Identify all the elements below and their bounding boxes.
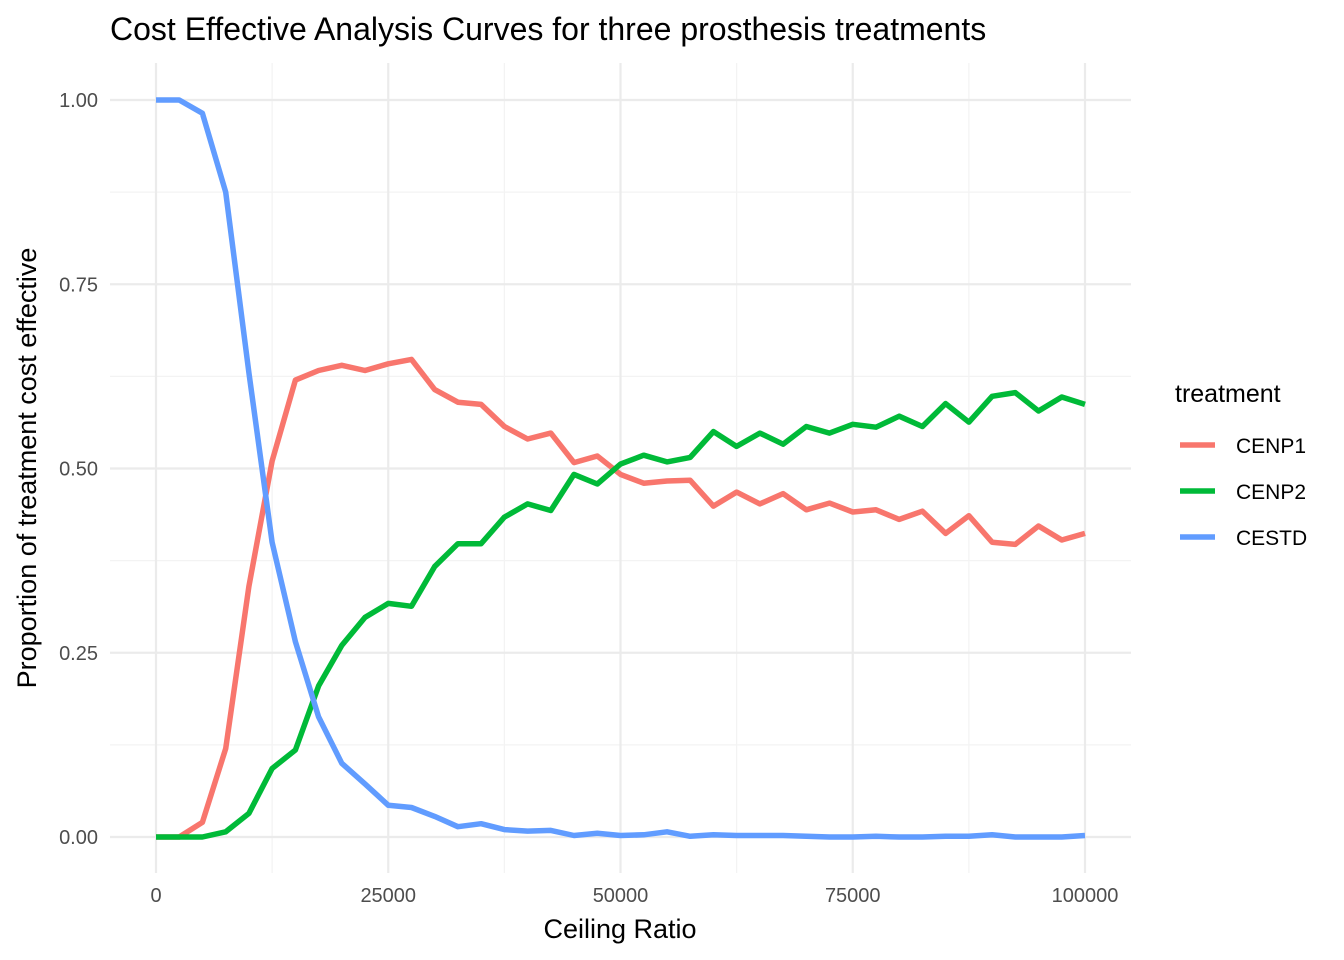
legend-item-cestd: CESTD bbox=[1180, 527, 1307, 550]
legend-item-cenp1: CENP1 bbox=[1180, 435, 1306, 458]
y-tick-label: 0.75 bbox=[59, 274, 98, 296]
legend-title: treatment bbox=[1175, 380, 1281, 408]
x-tick-label: 100000 bbox=[1052, 885, 1119, 907]
y-tick-label: 0.00 bbox=[59, 827, 98, 849]
y-axis-title: Proportion of treatment cost effective bbox=[12, 248, 42, 689]
series-line-cestd bbox=[156, 97, 1086, 840]
legend-items: CENP1 CENP2 CESTD bbox=[1180, 435, 1307, 550]
x-tick-label: 25000 bbox=[360, 885, 416, 907]
y-axis-ticks: 0.00 0.25 0.50 0.75 1.00 bbox=[59, 90, 98, 849]
series-line-cenp1 bbox=[156, 356, 1086, 840]
legend-label-cenp1: CENP1 bbox=[1236, 435, 1306, 458]
x-tick-label: 50000 bbox=[593, 885, 649, 907]
x-tick-label: 0 bbox=[150, 885, 161, 907]
y-tick-label: 0.50 bbox=[59, 459, 98, 481]
legend-item-cenp2: CENP2 bbox=[1180, 481, 1306, 504]
x-axis-title: Ceiling Ratio bbox=[543, 914, 696, 944]
y-tick-label: 1.00 bbox=[59, 90, 98, 112]
x-axis-ticks: 0 25000 50000 75000 100000 bbox=[150, 885, 1118, 907]
series-line-cenp2 bbox=[156, 389, 1086, 840]
legend: treatment CENP1 CENP2 CESTD bbox=[1175, 380, 1307, 550]
y-tick-label: 0.25 bbox=[59, 643, 98, 665]
legend-label-cestd: CESTD bbox=[1236, 527, 1307, 550]
legend-label-cenp2: CENP2 bbox=[1236, 481, 1306, 504]
data-series-group bbox=[156, 97, 1086, 840]
x-tick-label: 75000 bbox=[825, 885, 881, 907]
chart-title: Cost Effective Analysis Curves for three… bbox=[110, 11, 986, 47]
